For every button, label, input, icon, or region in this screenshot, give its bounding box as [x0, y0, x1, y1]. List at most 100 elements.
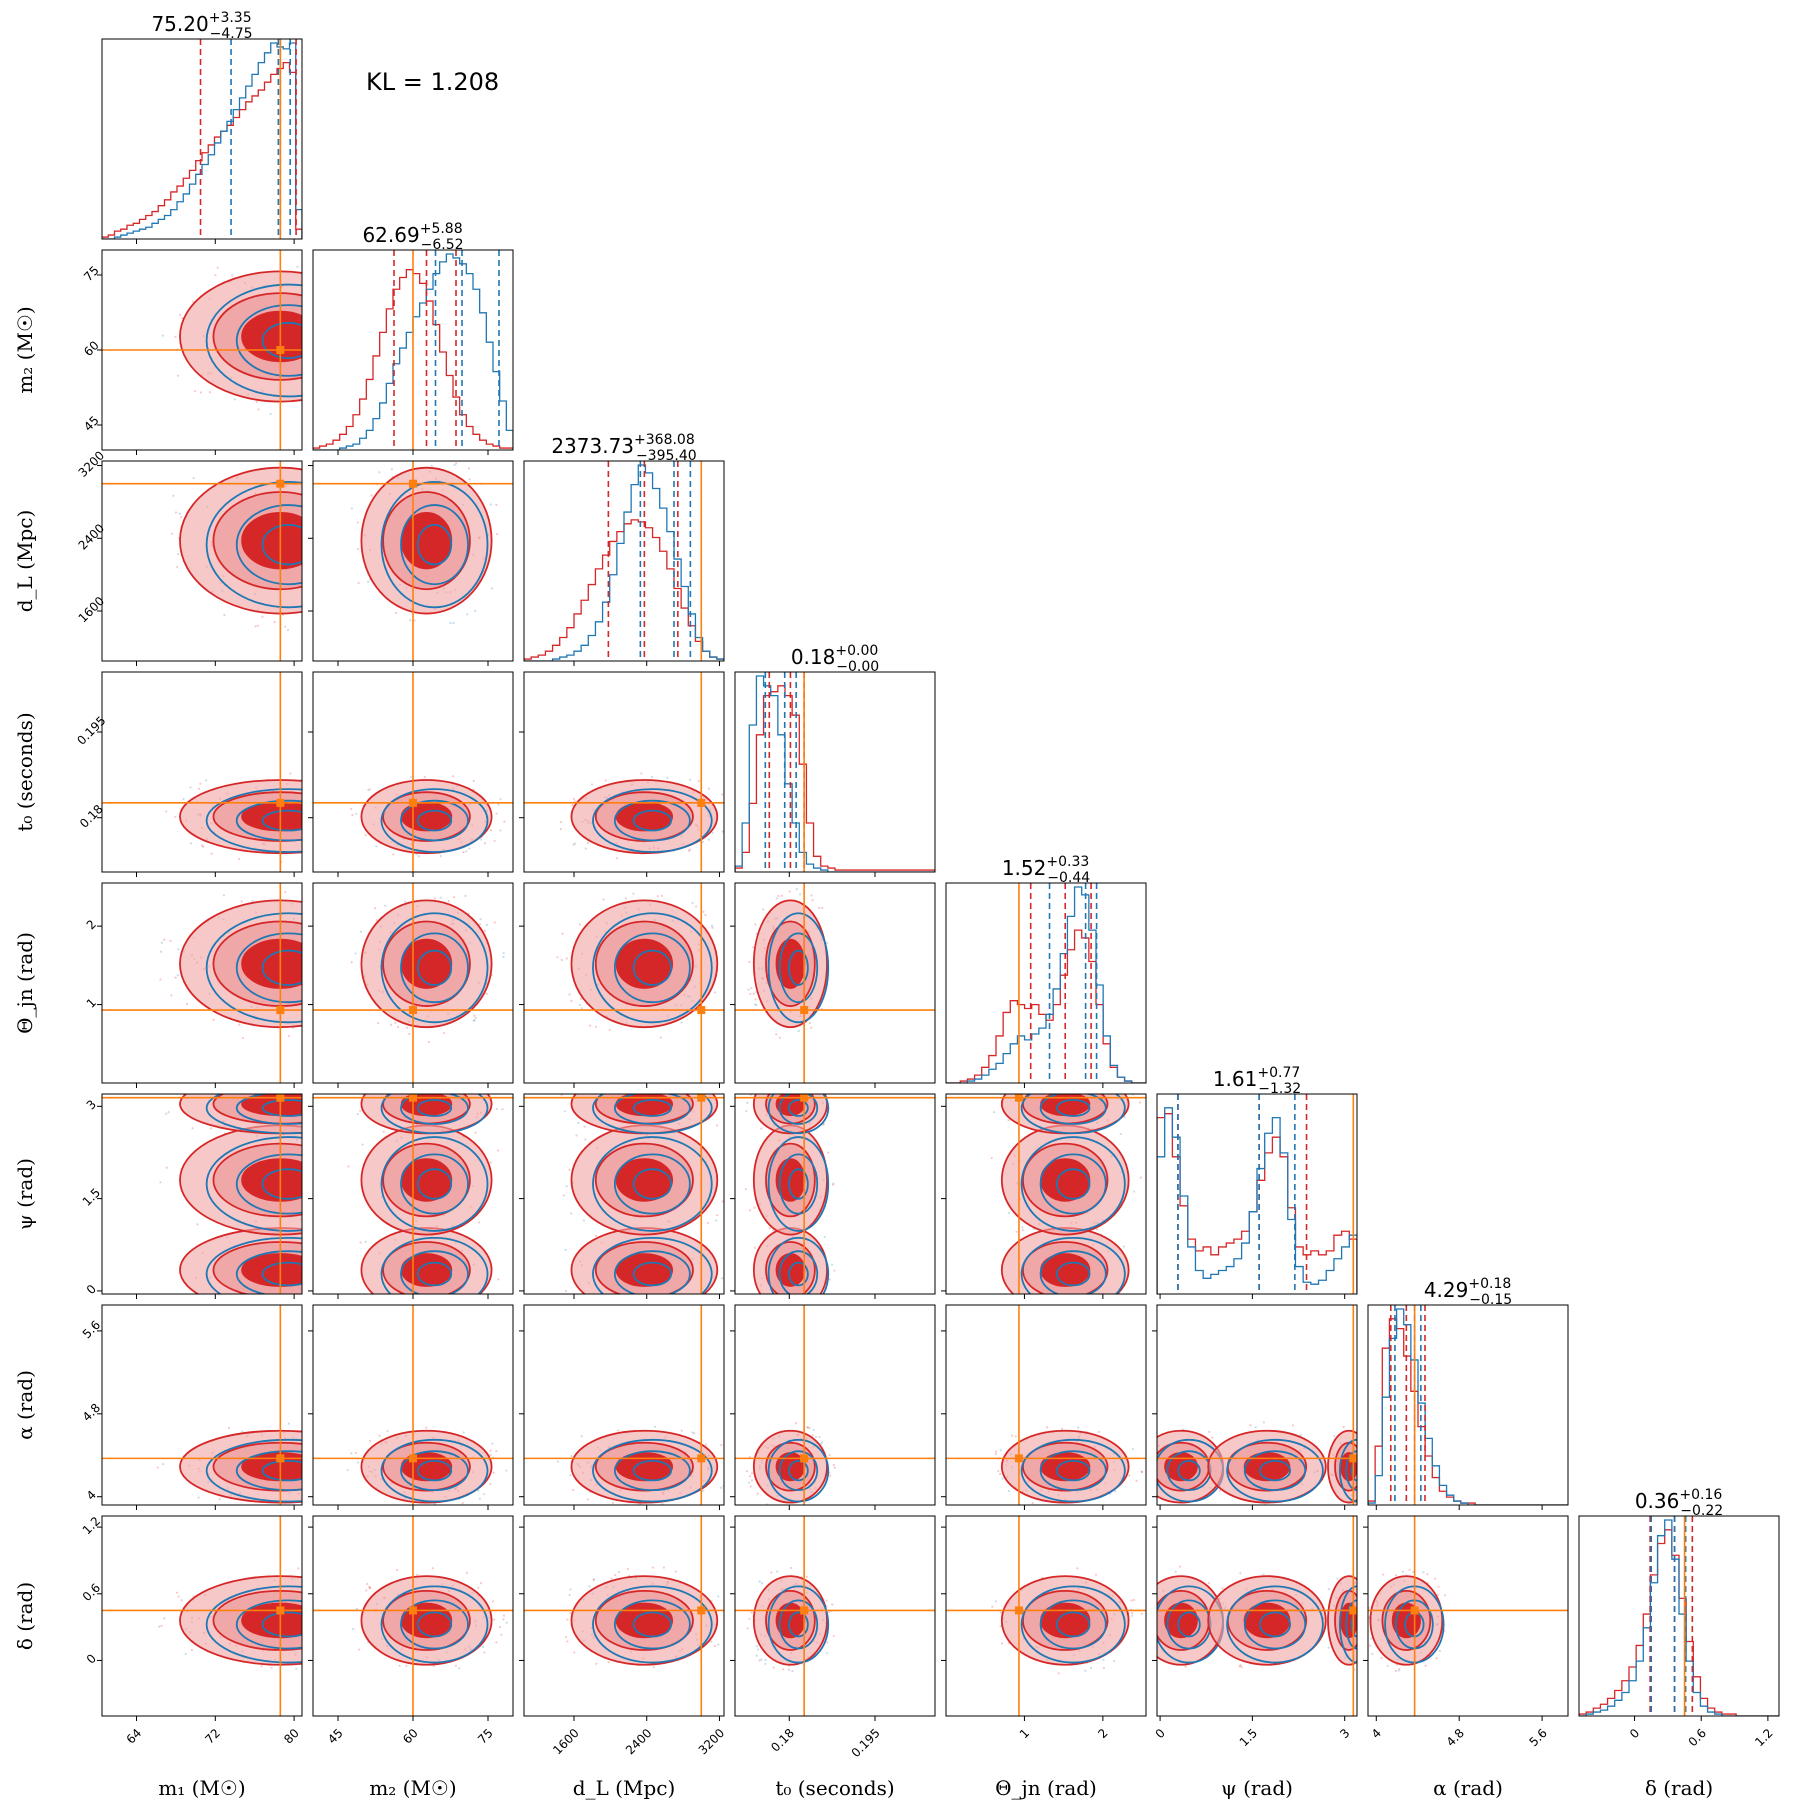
panel-frame — [1367, 1515, 1569, 1717]
x-axis-label-m1: m₁ (M☉) — [158, 1776, 245, 1800]
contour-blue-0 — [205, 1237, 302, 1294]
scatter-point — [328, 1578, 330, 1580]
scatter-point — [167, 1111, 170, 1114]
scatter-point — [210, 852, 213, 855]
scatter-point — [302, 988, 304, 990]
scatter-point — [334, 1604, 336, 1606]
scatter-point — [473, 1019, 476, 1022]
contour-blue-1 — [400, 504, 469, 586]
panel-frame — [523, 460, 725, 662]
scatter-point — [328, 1118, 330, 1120]
scatter-point — [364, 1214, 366, 1216]
scatter-point — [1357, 1626, 1359, 1628]
scatter-point — [1130, 1599, 1133, 1602]
scatter-point — [707, 787, 711, 790]
scatter-point — [365, 1589, 368, 1592]
panel-theta-alpha — [941, 1304, 1147, 1510]
scatter-point — [483, 1651, 486, 1654]
scatter-point — [1362, 1662, 1364, 1664]
scatter-point — [569, 1474, 572, 1477]
scatter-point — [350, 341, 352, 343]
scatter-point — [394, 1021, 397, 1024]
scatter-point — [319, 317, 321, 319]
contour-blue-2 — [1177, 1611, 1201, 1638]
scatter-point — [495, 812, 498, 815]
scatter-point — [304, 402, 306, 404]
scatter-point — [1147, 1646, 1149, 1648]
scatter-point — [350, 1452, 353, 1455]
scatter-point — [614, 1573, 617, 1577]
scatter-point — [640, 1309, 642, 1311]
scatter-point — [1133, 1459, 1135, 1461]
scatter-point — [747, 1481, 751, 1484]
scatter-point — [584, 1138, 587, 1141]
contour-blue-0 — [1020, 1094, 1126, 1135]
scatter-point — [755, 1645, 758, 1648]
scatter-point — [374, 907, 377, 910]
scatter-point — [750, 1479, 754, 1482]
x-tick-label: 4.8 — [1444, 1726, 1467, 1749]
contour-blue-2 — [261, 1261, 302, 1287]
panel-frame — [1156, 1093, 1358, 1295]
scatter-point — [165, 1112, 168, 1115]
scatter-point — [760, 1090, 762, 1092]
scatter-point — [431, 1567, 434, 1570]
scatter-point — [1366, 1489, 1368, 1491]
y-axis-label-delta: δ (rad) — [13, 1582, 37, 1650]
scatter-point — [310, 905, 312, 907]
scatter-point — [302, 368, 304, 370]
scatter-point — [1131, 1611, 1134, 1615]
scatter-point — [695, 905, 698, 908]
scatter-point — [165, 1166, 168, 1169]
scatter-point — [660, 894, 663, 897]
panel-frame — [101, 1093, 303, 1295]
truth-marker — [697, 1606, 706, 1615]
scatter-point — [832, 1463, 835, 1467]
scatter-point — [1098, 1430, 1101, 1434]
scatter-point — [580, 1007, 583, 1010]
scatter-point — [827, 1610, 831, 1614]
contour-blue-2 — [788, 1460, 809, 1482]
scatter-point — [472, 1019, 475, 1022]
scatter-point — [189, 842, 193, 845]
scatter-point — [1394, 1669, 1397, 1673]
x-tick-label: 1600 — [550, 1726, 581, 1757]
scatter-point — [640, 772, 643, 775]
scatter-point — [828, 1453, 831, 1457]
scatter-point — [396, 1568, 399, 1572]
scatter-point — [416, 1573, 419, 1576]
scatter-point — [1424, 1664, 1427, 1667]
scatter-point — [775, 1033, 778, 1036]
scatter-point — [335, 1659, 337, 1661]
scatter-point — [1239, 1572, 1242, 1575]
scatter-point — [1174, 1570, 1177, 1573]
scatter-point — [369, 1439, 372, 1443]
scatter-point — [390, 1023, 393, 1026]
scatter-point — [626, 1567, 629, 1571]
scatter-point — [1365, 1613, 1367, 1615]
scatter-point — [757, 1648, 760, 1651]
x-tick-label: 80 — [281, 1726, 302, 1747]
scatter-point — [465, 1571, 468, 1575]
panel-frame — [101, 1515, 303, 1717]
scatter-point — [727, 1469, 729, 1471]
scatter-point — [769, 1298, 771, 1300]
scatter-point — [332, 355, 334, 357]
contour-blue-0 — [380, 1585, 489, 1664]
scatter-point — [255, 400, 258, 403]
contour-blue-1 — [235, 1599, 302, 1650]
scatter-point — [163, 1617, 166, 1620]
scatter-point — [256, 624, 260, 627]
scatter-point — [479, 918, 482, 921]
truth-marker — [276, 798, 285, 807]
scatter-point — [1135, 1462, 1137, 1464]
scatter-point — [425, 1508, 427, 1510]
scatter-point — [458, 1667, 461, 1670]
scatter-point — [499, 798, 502, 801]
scatter-point — [1119, 1132, 1122, 1136]
panel-frame — [945, 1304, 1147, 1506]
contour-blue-2 — [1056, 1099, 1091, 1117]
scatter-point — [1358, 1461, 1360, 1463]
contour-blue-0 — [767, 1094, 830, 1135]
scatter-point — [1372, 1474, 1374, 1476]
